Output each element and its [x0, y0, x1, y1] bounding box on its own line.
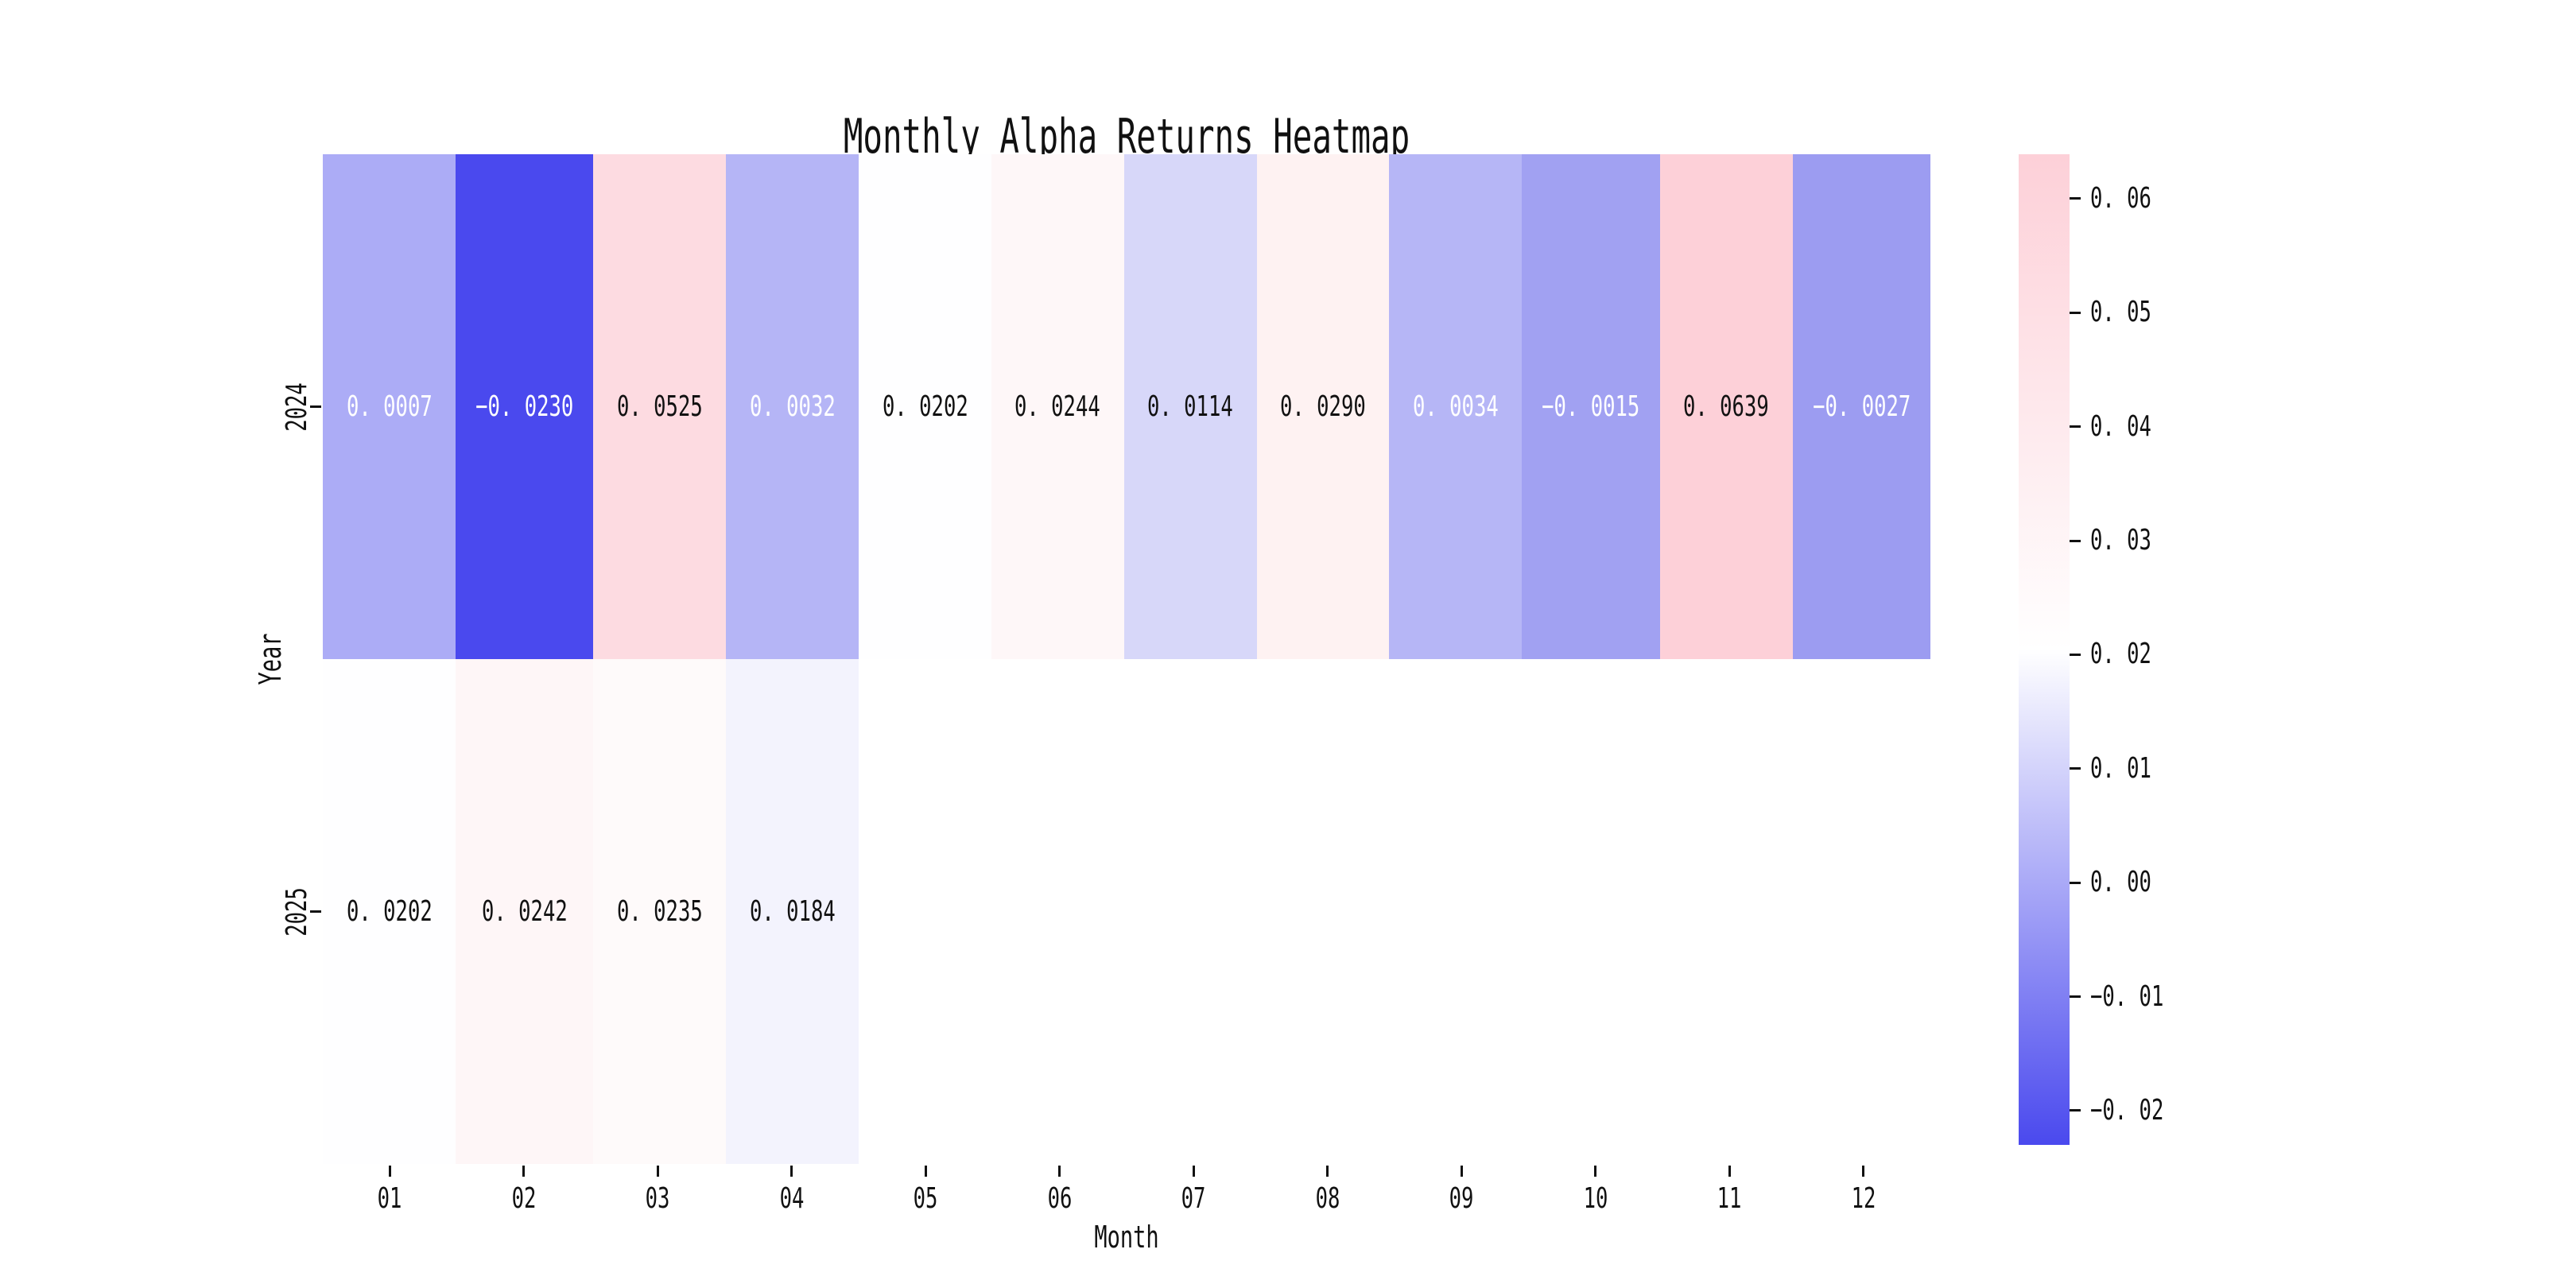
- x-tick-mark: [388, 1166, 391, 1177]
- colorbar-tick-label-−0. 02: −0. 02: [2090, 1093, 2164, 1127]
- heatmap-cell-2024-09: 0. 0034: [1389, 154, 1523, 659]
- cell-value: 0. 0202: [882, 390, 968, 423]
- colorbar-tick-mark: [2070, 425, 2081, 429]
- heatmap-cell-2025-12: [1792, 659, 1930, 1164]
- cell-value: 0. 0244: [1014, 390, 1101, 423]
- cell-value: 0. 0639: [1683, 390, 1770, 423]
- heatmap-cell-2025-05: [859, 659, 991, 1164]
- x-tick-mark: [522, 1166, 526, 1177]
- x-tick-label-10: 10: [1583, 1182, 1608, 1215]
- x-tick-label-02: 02: [511, 1182, 537, 1215]
- heatmap-cell-2024-12: −0. 0027: [1792, 154, 1930, 659]
- heatmap-cell-2024-02: −0. 0230: [455, 154, 594, 659]
- x-axis-title: Month: [1094, 1220, 1159, 1255]
- heatmap-cell-2024-10: −0. 0015: [1522, 154, 1660, 659]
- cell-value: 0. 0202: [346, 894, 433, 928]
- colorbar-tick-mark: [2070, 539, 2081, 542]
- heatmap-cell-2025-03: 0. 0235: [593, 659, 727, 1164]
- x-tick-label-05: 05: [913, 1182, 938, 1215]
- cell-value: −0. 0015: [1542, 390, 1640, 423]
- x-tick-label-04: 04: [779, 1182, 805, 1215]
- heatmap-cell-2025-06: [991, 659, 1124, 1164]
- heatmap-cell-2025-10: [1522, 659, 1660, 1164]
- cell-value: 0. 0242: [481, 894, 568, 928]
- x-tick-mark: [1460, 1166, 1463, 1177]
- x-tick-label-06: 06: [1047, 1182, 1073, 1215]
- heatmap-cell-2024-01: 0. 0007: [323, 154, 456, 659]
- heatmap-cell-2024-06: 0. 0244: [991, 154, 1124, 659]
- x-tick-label-11: 11: [1717, 1182, 1742, 1215]
- colorbar-tick-label-0. 01: 0. 01: [2090, 751, 2151, 785]
- colorbar-tick-mark: [2070, 197, 2081, 200]
- colorbar-tick-label-0. 02: 0. 02: [2090, 638, 2151, 671]
- colorbar-tick-label-0. 05: 0. 05: [2090, 296, 2151, 329]
- colorbar-tick-mark: [2070, 311, 2081, 314]
- x-tick-label-08: 08: [1315, 1182, 1340, 1215]
- heatmap-cell-2024-11: 0. 0639: [1659, 154, 1793, 659]
- cell-value: −0. 0230: [475, 390, 574, 423]
- x-tick-mark: [1728, 1166, 1731, 1177]
- heatmap-cell-2024-04: 0. 0032: [726, 154, 859, 659]
- cell-value: 0. 0290: [1280, 390, 1366, 423]
- heatmap-cell-2024-03: 0. 0525: [593, 154, 727, 659]
- cell-value: 0. 0184: [749, 894, 836, 928]
- heatmap-cell-2025-07: [1123, 659, 1257, 1164]
- cell-value: 0. 0032: [749, 390, 836, 423]
- x-tick-label-01: 01: [377, 1182, 402, 1215]
- heatmap-cell-2024-07: 0. 0114: [1123, 154, 1257, 659]
- x-tick-mark: [1594, 1166, 1597, 1177]
- heatmap-cell-2025-04: 0. 0184: [726, 659, 859, 1164]
- x-tick-mark: [656, 1166, 659, 1177]
- x-tick-mark: [1058, 1166, 1061, 1177]
- x-tick-mark: [924, 1166, 927, 1177]
- heatmap-cell-2025-11: [1659, 659, 1793, 1164]
- cell-value: 0. 0235: [616, 894, 703, 928]
- x-tick-label-12: 12: [1851, 1182, 1876, 1215]
- y-tick-mark: [310, 405, 321, 408]
- colorbar-tick-mark: [2070, 653, 2081, 656]
- heatmap-cell-2025-02: 0. 0242: [455, 659, 594, 1164]
- x-tick-label-09: 09: [1449, 1182, 1474, 1215]
- heatmap-cell-2024-05: 0. 0202: [859, 154, 991, 659]
- colorbar-tick-mark: [2070, 1109, 2081, 1112]
- x-tick-mark: [1192, 1166, 1195, 1177]
- y-tick-label-2025: 2025: [281, 886, 313, 937]
- heatmap-cell-2025-08: [1256, 659, 1390, 1164]
- colorbar: [2019, 154, 2070, 1145]
- chart-title: Monthly Alpha Returns Heatmap: [843, 109, 1410, 165]
- x-tick-mark: [1326, 1166, 1329, 1177]
- colorbar-tick-mark: [2070, 881, 2081, 884]
- heatmap: 0. 0007 −0. 0230 0. 0525 0. 0032 0. 0202 0. 0…: [323, 154, 1930, 1164]
- colorbar-tick-mark: [2070, 767, 2081, 770]
- cell-value: −0. 0027: [1812, 390, 1911, 423]
- y-tick-mark: [310, 910, 321, 913]
- cell-value: 0. 0114: [1147, 390, 1234, 423]
- y-axis-title: Year: [253, 633, 288, 685]
- heatmap-cell-2025-01: 0. 0202: [323, 659, 456, 1164]
- colorbar-tick-mark: [2070, 995, 2081, 999]
- heatmap-cell-2025-09: [1389, 659, 1523, 1164]
- y-tick-label-2024: 2024: [281, 382, 313, 432]
- x-tick-mark: [790, 1166, 793, 1177]
- heatmap-cell-2024-08: 0. 0290: [1256, 154, 1390, 659]
- colorbar-tick-label-−0. 01: −0. 01: [2090, 980, 2164, 1013]
- x-tick-label-07: 07: [1181, 1182, 1206, 1215]
- x-tick-mark: [1862, 1166, 1865, 1177]
- x-tick-label-03: 03: [645, 1182, 670, 1215]
- colorbar-tick-label-0. 00: 0. 00: [2090, 866, 2151, 899]
- colorbar-tick-label-0. 04: 0. 04: [2090, 409, 2151, 443]
- colorbar-tick-label-0. 03: 0. 03: [2090, 524, 2151, 557]
- colorbar-tick-label-0. 06: 0. 06: [2090, 181, 2151, 215]
- cell-value: 0. 0007: [346, 390, 433, 423]
- cell-value: 0. 0034: [1413, 390, 1499, 423]
- cell-value: 0. 0525: [616, 390, 703, 423]
